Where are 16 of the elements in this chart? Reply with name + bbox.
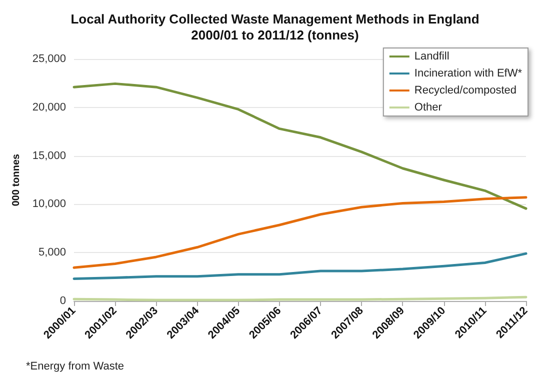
y-tick-label: 20,000: [32, 101, 66, 114]
legend-label: Landfill: [414, 50, 450, 62]
y-tick-label: 10,000: [32, 198, 66, 210]
line-series: [72, 196, 528, 269]
line-series: [72, 252, 528, 280]
y-tick-label: 15,000: [32, 150, 66, 162]
legend-label: Recycled/composted: [414, 84, 517, 96]
y-tick-label: 0: [60, 295, 66, 307]
text: *Energy from Waste: [26, 360, 124, 372]
chart-title: Local Authority Collected Waste Management Methods in England 2000/01 to 2011/12 (tonnes): [70, 12, 480, 42]
y-tick-label: 5,000: [38, 246, 66, 259]
line-series: [72, 82, 528, 210]
y-axis-title: 000 tonnes: [10, 153, 22, 206]
y-tick-label: 25,000: [32, 53, 66, 65]
legend-label: Other: [414, 102, 442, 114]
legend-label: Incineration with EfW*: [414, 68, 523, 80]
